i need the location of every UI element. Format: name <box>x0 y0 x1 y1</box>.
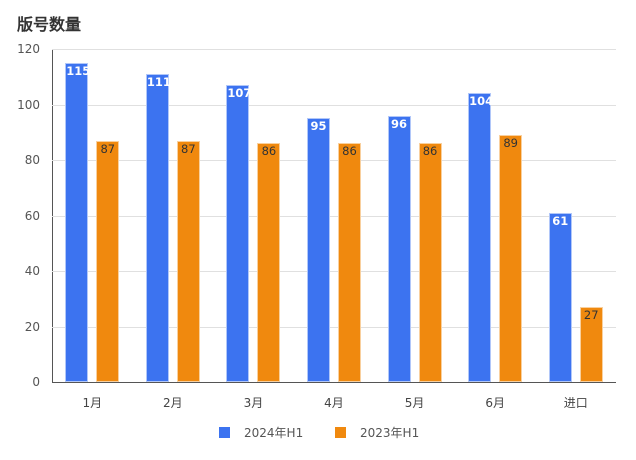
x-tick-label: 进口 <box>563 396 588 410</box>
bar-value-label: 115 <box>66 63 91 78</box>
legend-swatch-icon <box>219 427 230 438</box>
bar-value-label: 89 <box>503 136 518 151</box>
bar-2023[interactable]: 27 <box>579 307 603 382</box>
y-tick-label: 60 <box>24 208 40 223</box>
legend-label: 2023年H1 <box>360 426 420 440</box>
gridline <box>52 160 616 161</box>
gridline <box>52 104 616 106</box>
bar-value-label: 96 <box>391 116 408 131</box>
bar-value-label: 86 <box>261 144 277 159</box>
x-tick-label: 6月 <box>485 396 505 410</box>
x-tick-label: 3月 <box>243 396 264 410</box>
bar-value-label: 87 <box>181 141 196 156</box>
legend-item[interactable]: 2023年H1 <box>335 424 419 441</box>
plot-area: 0 20 40 60 80 100 120 115 87 1月 111 87 2月 107 86 3月 95 86… <box>17 42 616 410</box>
y-tick-label: 120 <box>17 42 40 56</box>
y-tick-label: 20 <box>24 319 40 334</box>
bar-value-label: 86 <box>422 144 438 159</box>
gridline <box>52 215 616 217</box>
bar-2024[interactable]: 96 <box>387 115 411 382</box>
bar-2023[interactable]: 87 <box>96 140 120 382</box>
x-tick-label: 1月 <box>82 396 103 410</box>
gridline <box>52 49 616 50</box>
bar-2024[interactable]: 95 <box>307 118 330 382</box>
bar-2024[interactable]: 115 <box>65 62 91 382</box>
x-axis-line <box>52 382 616 383</box>
x-tick-label: 2月 <box>163 396 183 410</box>
gridline <box>52 326 616 328</box>
chart-title: 版号数量 <box>17 15 82 34</box>
bar-2023[interactable]: 86 <box>257 143 281 382</box>
bar-value-label: 86 <box>342 144 357 159</box>
bar-value-label: 61 <box>552 213 569 228</box>
bar-2023[interactable]: 89 <box>499 135 523 382</box>
bar-value-label: 107 <box>227 86 252 101</box>
legend: 2024年H1 2023年H1 <box>0 424 636 440</box>
bar-value-label: 95 <box>310 119 327 134</box>
gridline <box>52 271 616 272</box>
legend-swatch-icon <box>335 427 346 438</box>
bar-value-label: 111 <box>146 74 171 89</box>
bar-2024[interactable]: 111 <box>145 73 171 382</box>
y-tick-label: 80 <box>24 153 40 167</box>
bar-value-label: 87 <box>100 141 116 156</box>
bar-2023[interactable]: 86 <box>418 143 442 382</box>
y-tick-label: 0 <box>32 375 40 389</box>
bar-value-label: 27 <box>583 308 599 323</box>
bar-value-label: 104 <box>469 94 494 109</box>
x-tick-label: 5月 <box>404 396 425 410</box>
bar-2024[interactable]: 104 <box>468 93 494 382</box>
legend-label: 2024年H1 <box>244 426 304 440</box>
legend-item[interactable]: 2024年H1 <box>219 424 303 441</box>
x-tick-label: 4月 <box>324 396 344 410</box>
y-tick-label: 40 <box>24 264 40 278</box>
bar-2023[interactable]: 87 <box>176 140 200 382</box>
bar-2023[interactable]: 86 <box>338 143 361 382</box>
y-tick-label: 100 <box>17 97 40 112</box>
bar-2024[interactable]: 107 <box>226 85 252 382</box>
bar-2024[interactable]: 61 <box>548 212 572 382</box>
